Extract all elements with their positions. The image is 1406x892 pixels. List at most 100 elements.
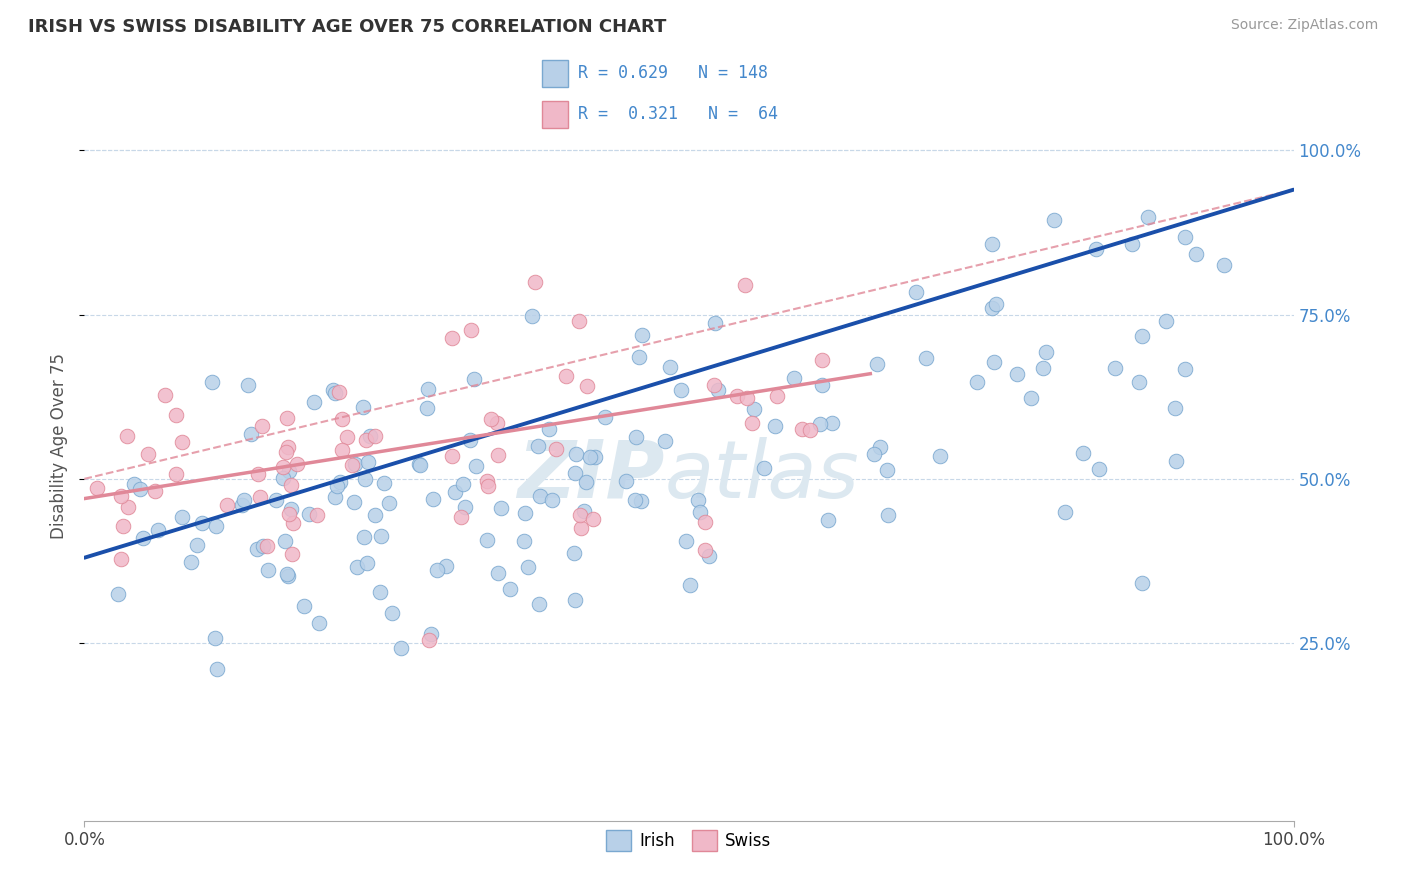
Point <box>669 383 692 397</box>
Point <box>516 560 538 574</box>
Point <box>308 615 330 630</box>
Point <box>172 510 194 524</box>
Legend: Irish, Swiss: Irish, Swiss <box>600 823 778 857</box>
Point <box>527 597 550 611</box>
Point <box>426 563 449 577</box>
Point <box>765 389 787 403</box>
Point <box>418 632 440 647</box>
Point <box>980 237 1002 252</box>
Point <box>1154 314 1177 328</box>
Point <box>128 482 150 496</box>
Point <box>575 475 598 490</box>
Point <box>810 417 832 431</box>
Point <box>146 523 169 537</box>
Point <box>463 372 485 386</box>
Point <box>630 493 652 508</box>
Point <box>323 490 346 504</box>
Point <box>356 556 378 570</box>
Point <box>408 457 430 471</box>
Point <box>565 447 588 461</box>
Point <box>1005 367 1028 381</box>
Point <box>458 433 481 447</box>
Point <box>373 476 395 491</box>
Point <box>340 458 363 472</box>
Point <box>624 430 647 444</box>
Text: R = 0.629   N = 148: R = 0.629 N = 148 <box>578 64 769 82</box>
Point <box>257 563 280 577</box>
Point <box>489 501 512 516</box>
Point <box>415 401 437 415</box>
Point <box>763 418 786 433</box>
Point <box>1035 345 1057 359</box>
Point <box>86 481 108 495</box>
Point <box>1088 461 1111 475</box>
Point <box>915 351 938 365</box>
Point <box>477 474 499 488</box>
Point <box>744 402 766 417</box>
Point <box>271 459 294 474</box>
Point <box>277 569 299 583</box>
Point <box>966 375 988 389</box>
Point <box>364 508 387 522</box>
Point <box>191 516 214 530</box>
Point <box>416 382 439 396</box>
Point <box>866 357 889 371</box>
Point <box>564 466 586 480</box>
Point <box>1085 242 1108 256</box>
Point <box>122 476 145 491</box>
Point <box>380 606 402 620</box>
Point <box>389 641 412 656</box>
Point <box>877 508 900 523</box>
Point <box>876 463 898 477</box>
Point <box>654 434 676 449</box>
Point <box>524 275 547 289</box>
Point <box>869 440 891 454</box>
Point <box>576 379 599 393</box>
Point <box>252 539 274 553</box>
Point <box>614 474 637 488</box>
Point <box>132 531 155 545</box>
Point <box>330 442 353 457</box>
Point <box>675 534 697 549</box>
Point <box>538 422 561 436</box>
Point <box>408 458 430 472</box>
Point <box>706 383 728 397</box>
Point <box>256 539 278 553</box>
Point <box>451 476 474 491</box>
Point <box>450 510 472 524</box>
Point <box>422 491 444 506</box>
Point <box>624 493 647 508</box>
Point <box>811 378 834 392</box>
Point <box>928 449 950 463</box>
Point <box>180 555 202 569</box>
Point <box>107 587 129 601</box>
Point <box>477 533 499 547</box>
Point <box>326 479 349 493</box>
Point <box>250 418 273 433</box>
Point <box>735 391 758 405</box>
Point <box>165 409 187 423</box>
Point <box>343 495 366 509</box>
Point <box>1032 360 1054 375</box>
Point <box>292 599 315 613</box>
Point <box>280 477 302 491</box>
Point <box>112 518 135 533</box>
Point <box>520 310 543 324</box>
Point <box>356 455 378 469</box>
Point <box>529 489 551 503</box>
Text: IRISH VS SWISS DISABILITY AGE OVER 75 CORRELATION CHART: IRISH VS SWISS DISABILITY AGE OVER 75 CO… <box>28 18 666 36</box>
Point <box>477 479 499 493</box>
Point <box>368 584 391 599</box>
Point <box>1130 329 1153 343</box>
Point <box>153 388 176 402</box>
Point <box>277 464 299 478</box>
Point <box>1021 391 1043 405</box>
Point <box>332 412 354 426</box>
Point <box>205 518 228 533</box>
Point <box>1130 576 1153 591</box>
Point <box>658 359 681 374</box>
Point <box>485 416 508 430</box>
Point <box>239 426 262 441</box>
Point <box>983 355 1005 369</box>
Point <box>695 516 717 530</box>
